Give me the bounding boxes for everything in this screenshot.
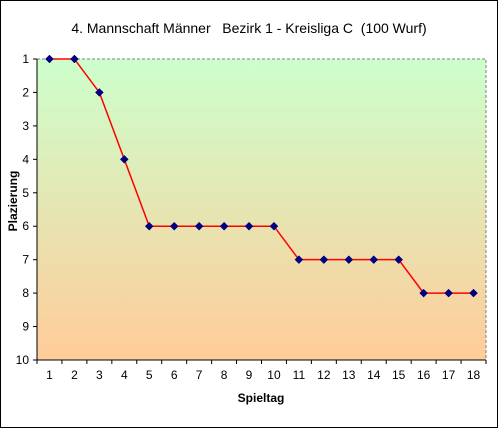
data-point-marker xyxy=(70,54,79,64)
data-point-marker xyxy=(444,288,453,298)
x-axis-ticks: 1 2 3 4 5 6 7 8 9 10 11 12 13 14 15 16 17 18 xyxy=(36,360,487,382)
data-point-marker xyxy=(269,221,279,231)
x-tick-label: 7 xyxy=(196,368,203,382)
x-tick-label: 8 xyxy=(221,368,228,382)
data-point-marker xyxy=(344,255,354,265)
y-tick-label: 1 xyxy=(22,52,29,66)
plot-area xyxy=(36,58,487,361)
data-point-marker xyxy=(369,255,379,265)
data-point-marker xyxy=(294,255,304,265)
data-point-marker xyxy=(169,221,179,231)
y-tick-label: 7 xyxy=(22,253,29,267)
x-tick-label: 15 xyxy=(392,368,406,382)
x-tick-label: 12 xyxy=(317,368,331,382)
y-axis-ticks: 1 2 3 4 5 6 7 8 9 10 xyxy=(16,52,37,367)
x-tick-label: 1 xyxy=(46,368,53,382)
data-point-marker xyxy=(419,288,428,298)
series-layer xyxy=(45,54,478,298)
data-point-marker xyxy=(469,288,478,298)
y-tick-label: 9 xyxy=(22,320,29,334)
x-tick-label: 18 xyxy=(467,368,481,382)
y-tick-label: 6 xyxy=(22,219,29,233)
x-tick-label: 11 xyxy=(293,368,306,382)
x-tick-label: 13 xyxy=(342,368,356,382)
y-tick-label: 2 xyxy=(22,85,29,99)
y-tick-label: 4 xyxy=(22,152,29,166)
y-tick-label: 10 xyxy=(16,353,30,367)
y-tick-label: 8 xyxy=(22,286,29,300)
chart-title: 4. Mannschaft Männer Bezirk 1 - Kreislig… xyxy=(71,20,426,36)
x-tick-label: 4 xyxy=(121,368,128,382)
x-tick-label: 3 xyxy=(96,368,103,382)
data-point-marker xyxy=(144,221,154,231)
y-tick-label: 5 xyxy=(22,186,29,200)
data-point-marker xyxy=(219,221,229,231)
y-axis-title: Plazierung xyxy=(6,171,20,232)
x-axis-title: Spieltag xyxy=(238,391,285,405)
data-point-marker xyxy=(394,255,404,265)
y-tick-label: 3 xyxy=(22,119,29,133)
data-point-marker xyxy=(95,88,104,97)
x-tick-label: 16 xyxy=(417,368,431,382)
data-point-marker xyxy=(45,54,54,64)
series-line xyxy=(49,58,474,294)
data-point-marker xyxy=(194,221,204,231)
data-point-marker xyxy=(319,255,329,265)
data-point-marker xyxy=(119,154,129,164)
x-tick-label: 14 xyxy=(367,368,381,382)
x-tick-label: 10 xyxy=(267,368,281,382)
x-tick-label: 5 xyxy=(146,368,153,382)
data-point-marker xyxy=(244,221,254,231)
x-tick-label: 9 xyxy=(246,368,253,382)
x-tick-label: 2 xyxy=(71,368,78,382)
x-tick-label: 6 xyxy=(171,368,178,382)
x-tick-label: 17 xyxy=(442,368,456,382)
